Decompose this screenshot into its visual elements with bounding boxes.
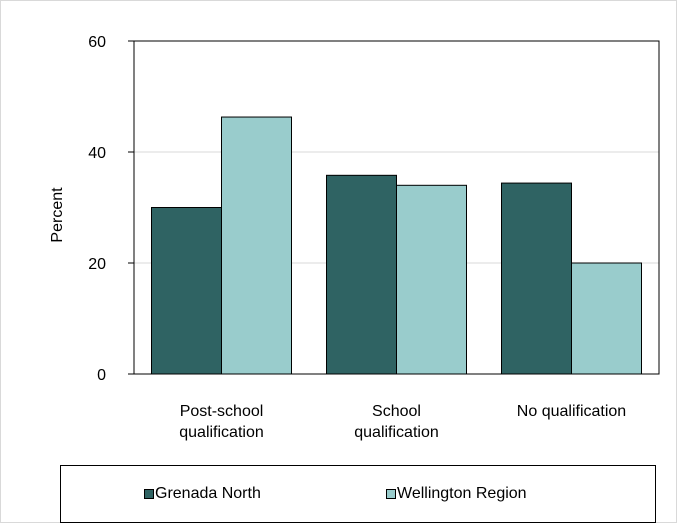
legend-swatch-wellington-region bbox=[386, 489, 396, 499]
y-tick-label: 20 bbox=[88, 256, 106, 273]
y-axis-label: Percent bbox=[49, 187, 66, 243]
plot-area bbox=[133, 40, 660, 375]
bar-grenada-north bbox=[326, 174, 397, 375]
y-tick-label: 0 bbox=[97, 367, 106, 384]
bar-grenada-north bbox=[151, 207, 222, 375]
legend-label-wellington-region: Wellington Region bbox=[397, 485, 527, 502]
legend: Grenada North Wellington Region bbox=[60, 465, 656, 523]
x-tick-label: No qualification bbox=[517, 403, 626, 420]
y-tick-label: 60 bbox=[88, 34, 106, 51]
bar-grenada-north bbox=[501, 182, 572, 375]
legend-label-grenada-north: Grenada North bbox=[155, 485, 261, 502]
x-tick-label: Post-school qualification bbox=[179, 403, 264, 441]
bar-wellington-region bbox=[396, 184, 467, 375]
x-tick-label: School qualification bbox=[354, 403, 439, 441]
bars bbox=[151, 116, 642, 375]
legend-item-wellington-region: Wellington Region bbox=[386, 485, 527, 503]
bar-wellington-region bbox=[221, 116, 292, 375]
legend-swatch-grenada-north bbox=[144, 489, 154, 499]
legend-item-grenada-north: Grenada North bbox=[144, 485, 261, 503]
bar-wellington-region bbox=[571, 262, 642, 375]
x-axis: Post-school qualification School qualificat… bbox=[179, 403, 626, 441]
y-axis: 0 20 40 60 bbox=[88, 34, 134, 384]
y-tick-label: 40 bbox=[88, 145, 106, 162]
